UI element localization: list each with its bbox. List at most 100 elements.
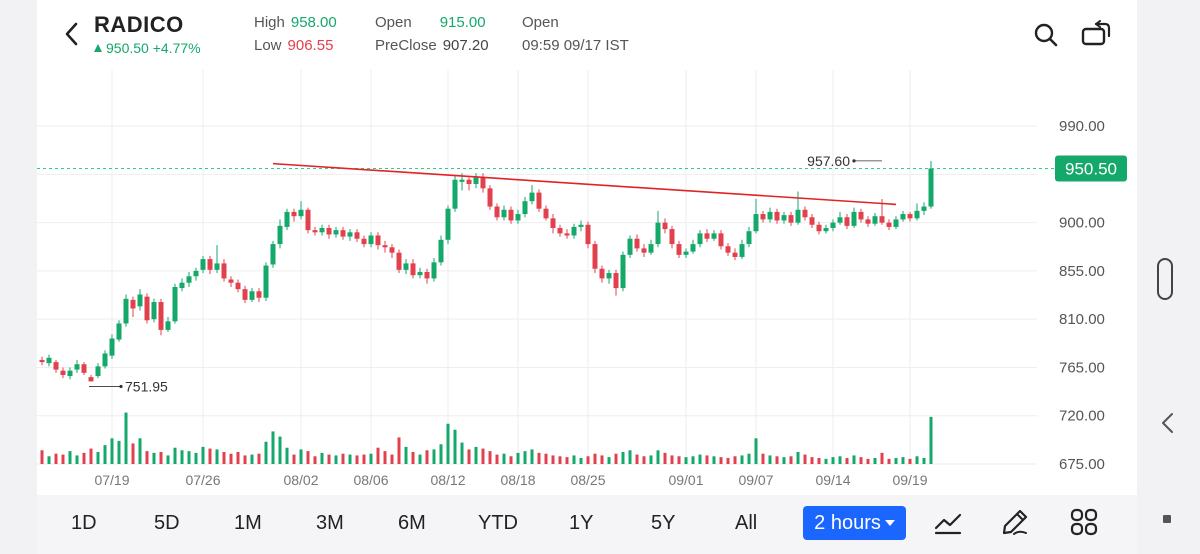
- volume-bar: [537, 452, 541, 464]
- candle-body: [830, 222, 836, 228]
- back-arrow-icon[interactable]: [61, 20, 83, 48]
- candle-body: [81, 364, 87, 373]
- volume-bar: [467, 449, 471, 464]
- volume-bar: [824, 458, 828, 464]
- indicator-chart-icon[interactable]: [933, 507, 963, 537]
- volume-bar: [684, 457, 688, 464]
- candle-body: [515, 214, 521, 221]
- volume-bar: [460, 442, 464, 464]
- candle-body: [641, 248, 647, 253]
- candle-body: [655, 222, 661, 245]
- interval-dropdown[interactable]: 2 hours: [803, 506, 906, 540]
- candle-body: [172, 287, 178, 322]
- candle-body: [480, 177, 486, 189]
- period-1y[interactable]: 1Y: [569, 512, 594, 534]
- candle-body: [473, 177, 479, 185]
- volume-bar: [810, 457, 814, 464]
- volume-bar: [285, 447, 289, 464]
- volume-bar: [390, 454, 394, 464]
- open-stat: Open 915.00: [375, 14, 486, 31]
- x-axis-tick-label: 09/14: [815, 472, 850, 488]
- volume-bar: [250, 454, 254, 464]
- x-axis-tick-label: 07/26: [185, 472, 220, 488]
- volume-bar: [866, 458, 870, 464]
- low-marker-label: 751.95: [125, 378, 168, 394]
- candle-body: [277, 225, 283, 245]
- volume-bar: [271, 431, 275, 464]
- volume-bar: [68, 451, 72, 464]
- rotate-screen-icon[interactable]: [1080, 20, 1112, 48]
- candle-body: [578, 224, 584, 227]
- candle-body: [354, 232, 360, 239]
- candle-body: [725, 246, 731, 253]
- scroll-handle[interactable]: [1157, 258, 1173, 300]
- volume-bar: [740, 455, 744, 464]
- candle-body: [179, 282, 185, 289]
- volume-bar: [649, 455, 653, 464]
- candle-body: [438, 239, 444, 263]
- period-5d[interactable]: 5D: [154, 512, 180, 534]
- candle-body: [368, 235, 374, 245]
- x-axis-tick-label: 09/01: [668, 472, 703, 488]
- search-icon[interactable]: [1033, 22, 1059, 48]
- market-status: Open: [522, 14, 559, 31]
- volume-bar: [82, 452, 86, 464]
- volume-bar: [229, 453, 233, 464]
- low-stat: Low 906.55: [254, 37, 333, 54]
- volume-bar: [726, 458, 730, 464]
- candle-body: [312, 230, 318, 233]
- volume-bar: [194, 452, 198, 464]
- candle-body: [382, 245, 388, 248]
- period-6m[interactable]: 6M: [398, 512, 426, 534]
- candle-body: [781, 215, 787, 221]
- period-5y[interactable]: 5Y: [651, 512, 676, 534]
- candlestick-chart[interactable]: 990.00 900.00 855.00 810.00 765.00 720.00 675.…: [37, 70, 1137, 490]
- draw-pen-icon[interactable]: [1000, 507, 1030, 537]
- volume-bar: [124, 412, 128, 464]
- high-stat: High 958.00: [254, 14, 337, 31]
- grid-menu-icon[interactable]: [1069, 507, 1099, 537]
- volume-bar: [558, 456, 562, 464]
- candle-body: [893, 219, 899, 227]
- candle-body: [326, 228, 332, 235]
- volume-bar: [677, 456, 681, 464]
- volume-bar: [565, 457, 569, 464]
- volume-bar: [138, 438, 142, 464]
- volume-bar: [908, 458, 912, 464]
- system-recent-apps-icon[interactable]: [1163, 515, 1171, 523]
- period-1d[interactable]: 1D: [71, 512, 97, 534]
- candle-body: [60, 370, 66, 375]
- volume-bar: [572, 455, 576, 464]
- current-price-badge: [1055, 155, 1127, 182]
- volume-bar: [761, 453, 765, 464]
- volume-bar: [817, 458, 821, 464]
- candle-body: [620, 254, 626, 289]
- period-all[interactable]: All: [735, 512, 758, 534]
- candle-body: [886, 222, 892, 227]
- volume-bar: [516, 452, 520, 464]
- candle-body: [760, 214, 766, 220]
- candle-body: [165, 321, 171, 330]
- candle-body: [88, 377, 94, 382]
- volume-bar: [544, 453, 548, 464]
- volume-bar: [635, 454, 639, 464]
- volume-bar: [54, 453, 58, 464]
- volume-bar: [187, 451, 191, 464]
- volume-bar: [915, 456, 919, 464]
- volume-bar: [355, 455, 359, 464]
- candle-body: [494, 206, 500, 218]
- volume-bar: [180, 450, 184, 464]
- candle-body: [144, 296, 150, 321]
- volume-bar: [292, 454, 296, 464]
- period-1m[interactable]: 1M: [234, 512, 262, 534]
- volume-bar: [334, 455, 338, 464]
- candle-body: [599, 268, 605, 279]
- candle-body: [403, 263, 409, 270]
- caret-down-icon: [884, 520, 895, 526]
- period-3m[interactable]: 3M: [316, 512, 344, 534]
- period-ytd[interactable]: YTD: [478, 512, 518, 534]
- candle-body: [851, 211, 857, 226]
- system-back-icon[interactable]: [1160, 412, 1176, 434]
- candle-body: [333, 230, 339, 235]
- candle-body: [263, 265, 269, 298]
